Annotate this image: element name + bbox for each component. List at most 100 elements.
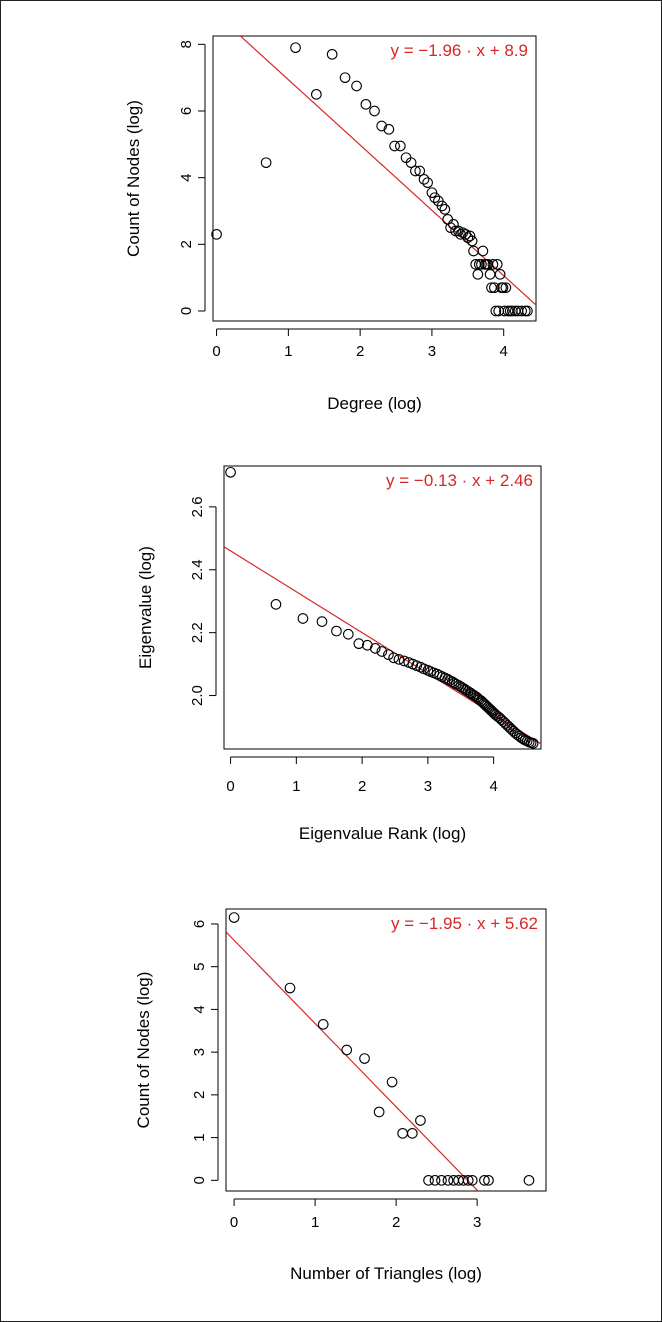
x-axis-title: Degree (log) (327, 394, 422, 413)
data-point (500, 282, 512, 294)
x-tick-label: 4 (500, 343, 508, 360)
data-point (502, 720, 513, 731)
x-tick-label: 1 (292, 778, 300, 795)
data-point (436, 200, 448, 212)
data-point (497, 282, 509, 294)
data-point (228, 912, 240, 923)
data-point (351, 80, 362, 92)
data-point (393, 654, 405, 665)
data-point (423, 1174, 434, 1186)
data-point (496, 714, 507, 726)
data-point (489, 282, 500, 294)
data-point (260, 157, 272, 169)
data-point (405, 157, 417, 169)
data-point (527, 737, 539, 749)
data-point (317, 1019, 329, 1030)
plot-frame (225, 908, 547, 1192)
data-point (422, 177, 433, 189)
x-tick-label: 2 (392, 1214, 400, 1231)
y-tick-label: 2.6 (189, 496, 206, 517)
data-point (397, 1127, 408, 1139)
data-point (316, 616, 328, 628)
data-point (410, 165, 421, 177)
data-point (369, 105, 380, 117)
x-tick-label: 1 (311, 1214, 319, 1231)
data-point (211, 228, 222, 240)
data-point (376, 646, 388, 657)
data-point (442, 1174, 454, 1186)
y-tick-label: 0 (178, 307, 195, 315)
data-point (516, 305, 527, 317)
data-point (284, 982, 296, 994)
chart-panel-3: 0 1 2 3 0 1 2 3 4 5 6 Number of Triangles (log) Coun… (134, 908, 547, 1283)
x-tick-label: 0 (230, 1214, 238, 1231)
fit-equation: y = −0.13 · x + 2.46 (386, 471, 533, 490)
data-point (472, 268, 484, 280)
data-point (394, 140, 406, 152)
y-axis-title: Eigenvalue (log) (136, 546, 155, 669)
data-point (414, 165, 426, 177)
data-point (225, 466, 236, 478)
data-point (476, 258, 487, 270)
plot-frame (223, 465, 542, 750)
data-point (359, 1053, 370, 1064)
data-point (342, 628, 354, 640)
y-tick-label: 1 (191, 1133, 208, 1141)
data-point (486, 705, 498, 717)
data-point (491, 258, 503, 270)
data-point (373, 1106, 385, 1118)
x-tick-label: 3 (473, 1214, 481, 1231)
data-point (415, 1115, 426, 1126)
data-point (341, 1044, 353, 1056)
data-point (339, 72, 351, 84)
data-point (369, 643, 381, 654)
y-tick-label: 2 (191, 1091, 208, 1099)
data-point (490, 305, 502, 317)
y-tick-label: 2 (178, 240, 195, 248)
data-point (483, 1174, 494, 1186)
data-point (290, 42, 301, 54)
x-tick-label: 3 (424, 778, 432, 795)
y-tick-label: 4 (178, 173, 195, 181)
data-point (466, 235, 478, 247)
data-point (487, 258, 499, 270)
y-tick-label: 2.4 (189, 559, 206, 580)
y-tick-label: 6 (178, 107, 195, 115)
data-point (436, 1174, 447, 1186)
y-axis-title: Count of Nodes (log) (134, 972, 153, 1129)
data-point (383, 123, 395, 135)
data-point (500, 718, 511, 729)
fit-equation: y = −1.96 · x + 8.9 (390, 41, 528, 60)
data-point (464, 230, 476, 242)
y-tick-label: 3 (191, 1048, 208, 1056)
chart-panel-2: 0 1 2 3 4 2.0 2.2 2.4 2.6 Eigenvalue Rank (log) Ei… (136, 465, 542, 843)
data-point (479, 1174, 490, 1186)
data-point (353, 638, 365, 650)
data-point (448, 218, 459, 230)
y-tick-label: 0 (191, 1176, 208, 1184)
x-tick-label: 4 (489, 778, 497, 795)
y-tick-label: 4 (191, 1005, 208, 1013)
y-tick-label: 2.2 (189, 622, 206, 643)
x-tick-label: 2 (356, 343, 364, 360)
data-point (418, 173, 430, 185)
data-point (270, 599, 282, 610)
x-axis-title: Number of Triangles (log) (290, 1264, 482, 1283)
data-point (311, 88, 322, 100)
data-point (462, 1174, 474, 1186)
data-point (484, 268, 496, 280)
data-point (466, 1174, 478, 1186)
data-point (522, 305, 533, 317)
data-point (494, 712, 505, 724)
data-point (360, 98, 372, 110)
data-point (439, 203, 451, 215)
x-tick-label: 0 (212, 343, 220, 360)
data-point (326, 48, 338, 60)
y-tick-label: 6 (191, 920, 208, 928)
data-point (297, 613, 309, 624)
fit-equation: y = −1.95 · x + 5.62 (391, 914, 538, 933)
y-tick-label: 8 (178, 40, 195, 48)
data-point (523, 1174, 535, 1186)
data-point (499, 305, 510, 317)
